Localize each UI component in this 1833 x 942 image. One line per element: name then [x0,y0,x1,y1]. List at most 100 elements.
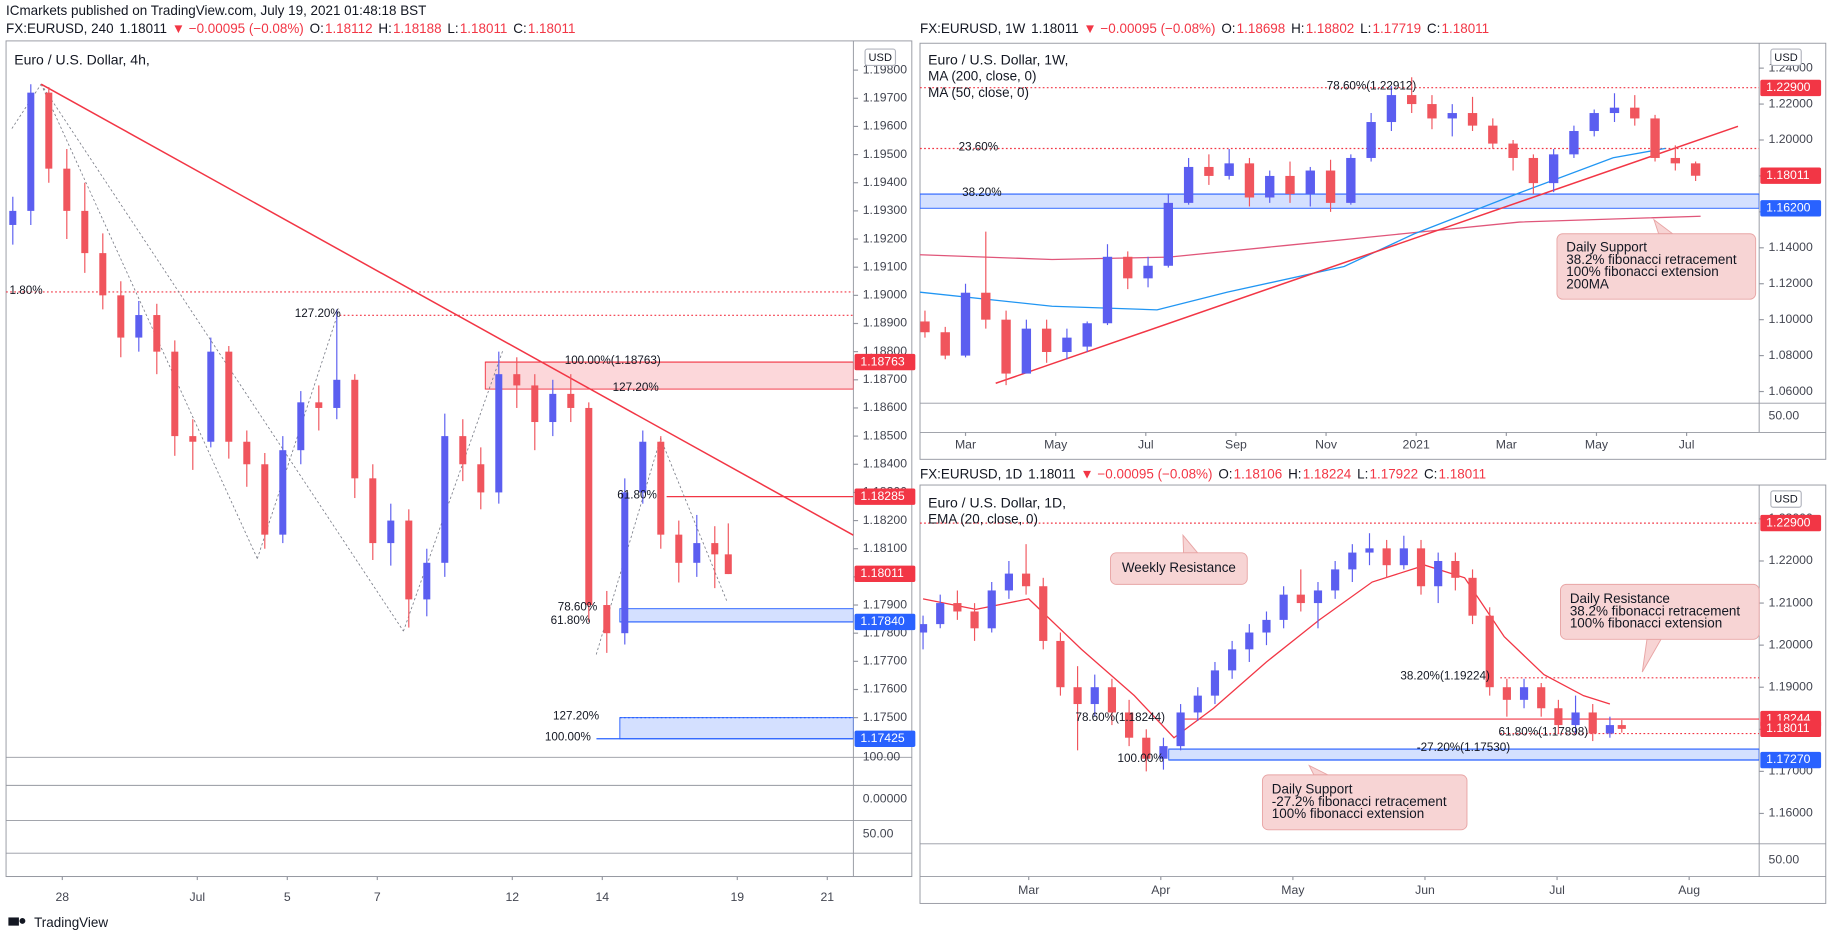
candle-body [1670,157,1681,164]
candle-body [1062,337,1072,353]
symbol-header: FX:EURUSD, 240 1.18011 ▼ −0.00095 (−0.08%)… [6,21,575,36]
level-label: -27.20%(1.17530) [1417,741,1511,754]
candle-body [531,385,539,423]
candle-body [117,295,125,338]
header-field: 1.18106 [1234,466,1283,481]
candle-body [153,315,161,352]
callout-box [1261,774,1468,831]
x-tick-label: Jul [189,890,205,904]
price-badge-label: 1.16200 [1766,201,1811,215]
header-field: 1.18188 [393,21,442,36]
drawing-line [40,83,404,632]
header-field: 1.18011 [1031,21,1079,36]
y-tick-label: 1.22000 [1769,96,1814,110]
callout-text: 38.2% fibonacci retracement [1566,252,1737,267]
y-tick-label: 1.17900 [863,597,908,611]
candle-body [1021,573,1031,587]
price-badge [1760,751,1822,769]
candle-body [1245,632,1254,650]
plot-area [6,83,854,740]
candle-body [1143,265,1153,279]
price-badge-label: 1.18011 [1766,721,1810,735]
x-tick-label: 28 [55,890,69,904]
candle-body [1467,113,1478,126]
candle-body [1056,640,1065,688]
x-tick-label: 19 [730,890,744,904]
candle-body [369,478,377,544]
callout-text: 38.2% fibonacci retracement [1570,603,1741,618]
lower-pane-label: 50.00 [1769,852,1800,866]
y-tick-label: 1.16000 [1769,806,1814,820]
price-badge-label: 1.18011 [1766,168,1810,182]
y-tick-label: 1.18100 [863,541,908,555]
plot-area [920,77,1760,386]
x-tick-label: Mar [1018,883,1039,897]
x-tick-label: Mar [1496,438,1517,452]
candle-body [207,351,215,442]
candle-body [1548,154,1559,184]
candle-body [1528,157,1539,184]
candle-body [1630,107,1640,119]
y-tick-label: 1.14000 [1769,240,1814,254]
candle-body [1488,125,1498,144]
candle-body [9,210,17,225]
price-badge-label: 1.17270 [1766,752,1811,766]
level-label: 38.20%(1.19224) [1400,670,1490,683]
header-field: 1.18011 [1439,466,1487,481]
candle-body [423,562,431,600]
lower-pane-label: 0.00000 [863,792,908,806]
drawing-line [403,350,504,632]
candle-body [1285,175,1295,194]
callout-text: 100% fibonacci extension [1272,806,1424,821]
candle-body [953,603,962,612]
currency-label: USD [869,52,892,64]
level-label: 127.20% [295,307,341,320]
candle-body [1485,615,1494,688]
symbol-header: FX:EURUSD, 1D 1.18011 ▼ −0.00095 (−0.08%) O… [920,466,1486,481]
trendline [995,125,1739,384]
price-badge-label: 1.22900 [1766,80,1811,94]
y-tick-label: 1.19700 [863,91,908,105]
chart-panel: FX:EURUSD, 1W 1.18011 ▼ −0.00095 (−0.08%) O… [919,21,1827,460]
price-badge [1760,167,1822,184]
price-badge [1760,720,1822,738]
price-badge [854,613,916,631]
currency-box [1770,48,1802,67]
candle-body [63,168,71,211]
header-field: 1.18802 [1306,21,1355,36]
candle-body [1296,594,1305,604]
candle-body [1365,548,1374,553]
header-field: 1.18112 [325,21,373,36]
candle-body [1366,122,1376,158]
candle-body [1021,328,1032,374]
x-tick-label: 7 [374,890,381,904]
x-tick-label: Mar [955,438,976,452]
y-tick-label: 1.22000 [1769,553,1814,567]
candle-body [1039,586,1048,641]
candle-body [1159,746,1168,759]
candle-body [99,253,107,296]
candle-body [657,441,665,535]
callout-text: Daily Support [1566,240,1647,255]
candle-body [1451,560,1460,578]
panel-frame [919,42,1827,460]
candle-body [920,624,928,633]
candle-body [1382,548,1391,566]
x-tick-label: 14 [595,890,609,904]
candle-body [279,450,287,535]
chart-title: Euro / U.S. Dollar, 4h, [14,51,150,67]
candle-body [1447,113,1457,119]
candle-body [1305,170,1315,194]
callout-text: Weekly Resistance [1122,560,1236,575]
candle-body [603,605,611,634]
callout-text: Daily Support [1272,782,1353,797]
candle-body [1125,712,1134,738]
candle-body [477,464,485,493]
header-field: FX:EURUSD, 240 [6,21,114,36]
x-tick-label: May [1044,438,1068,452]
header-field: H: [1291,21,1304,36]
y-tick-label: 1.08000 [1769,348,1814,362]
y-tick-label: 1.19400 [863,175,908,189]
y-tick-label: 1.18500 [863,428,908,442]
